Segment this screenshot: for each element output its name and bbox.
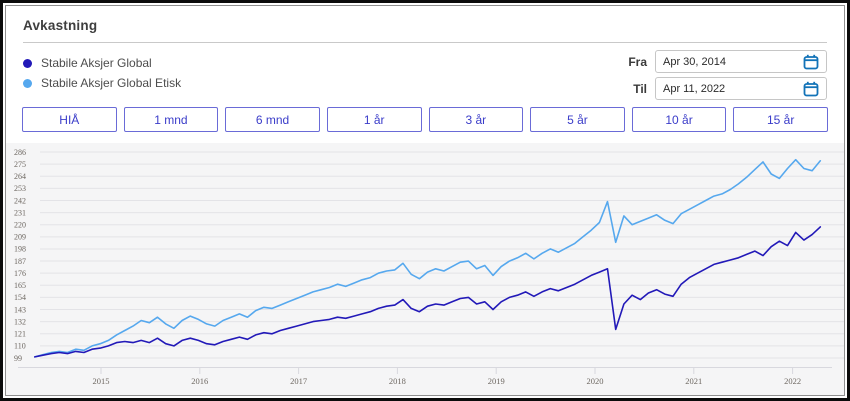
x-axis-label: 2019: [488, 376, 505, 386]
y-axis-label: 176: [14, 269, 26, 278]
from-date-row: Fra Apr 30, 2014: [628, 50, 827, 73]
y-axis-label: 231: [14, 208, 26, 217]
y-axis-label: 264: [14, 172, 26, 181]
from-date-value: Apr 30, 2014: [663, 55, 726, 68]
legend-dot-icon: [23, 78, 32, 88]
x-axis-label: 2017: [290, 376, 307, 386]
legend-label: Stabile Aksjer Global Etisk: [41, 76, 182, 90]
y-axis-label: 143: [14, 305, 26, 314]
y-axis-label: 242: [14, 196, 26, 205]
card-header: Avkastning: [23, 6, 827, 43]
range-button-1-r[interactable]: 1 år: [326, 107, 422, 132]
y-axis-label: 99: [14, 354, 22, 363]
to-date-label: Til: [633, 81, 647, 96]
x-axis-label: 2015: [93, 376, 110, 386]
date-range-controls: Fra Apr 30, 2014: [628, 50, 827, 104]
controls-row: Stabile Aksjer Global Stabile Aksjer Glob…: [6, 43, 844, 104]
range-button-1-mnd[interactable]: 1 mnd: [123, 107, 219, 132]
legend-label: Stabile Aksjer Global: [41, 56, 152, 70]
y-axis-label: 253: [14, 184, 26, 193]
x-axis-label: 2018: [389, 376, 406, 386]
range-buttons: HIÅ 1 mnd 6 mnd 1 år 3 år 5 år 10 år 15 år: [6, 104, 844, 132]
y-axis-label: 154: [14, 293, 26, 302]
returns-chart-svg: 99 110 121 132 143 154 165 176 187 198 209 220 231 24…: [14, 148, 844, 386]
range-button-5-r[interactable]: 5 år: [530, 107, 625, 132]
legend-item-1[interactable]: Stabile Aksjer Global Etisk: [23, 73, 181, 93]
to-date-row: Til Apr 11, 2022: [633, 77, 827, 100]
x-axis-label: 2020: [587, 376, 604, 386]
returns-card: Avkastning Stabile Aksjer Global Stabile …: [5, 5, 845, 396]
range-button-3-r[interactable]: 3 år: [428, 107, 524, 132]
range-button-6-mnd[interactable]: 6 mnd: [225, 107, 320, 132]
x-axis-label: 2022: [784, 376, 801, 386]
y-axis-label: 187: [14, 257, 26, 266]
y-axis-label: 165: [14, 281, 26, 290]
chart-legend: Stabile Aksjer Global Stabile Aksjer Glob…: [23, 50, 181, 93]
calendar-icon[interactable]: [803, 54, 819, 70]
y-axis-label: 209: [14, 233, 26, 242]
to-date-value: Apr 11, 2022: [663, 82, 726, 95]
y-axis-label: 275: [14, 160, 26, 169]
range-button-15-r[interactable]: 15 år: [733, 107, 828, 132]
range-button-10-r[interactable]: 10 år: [631, 107, 727, 132]
page-title: Avkastning: [23, 18, 98, 33]
y-axis-label: 286: [14, 148, 26, 157]
series-line-stabile-aksjer-global-etisk: [33, 158, 822, 358]
range-button-hi[interactable]: HIÅ: [22, 107, 117, 132]
series-line-stabile-aksjer-global: [33, 226, 822, 358]
y-axis-label: 198: [14, 245, 26, 254]
y-axis-label: 121: [14, 330, 26, 339]
returns-chart: 99 110 121 132 143 154 165 176 187 198 209 220 231 24…: [6, 143, 844, 395]
from-date-label: Fra: [628, 54, 647, 69]
x-axis-label: 2021: [685, 376, 702, 386]
from-date-input[interactable]: Apr 30, 2014: [655, 50, 827, 73]
to-date-input[interactable]: Apr 11, 2022: [655, 77, 827, 100]
y-axis-label: 110: [14, 342, 26, 351]
legend-item-0[interactable]: Stabile Aksjer Global: [23, 53, 181, 73]
x-axis-label: 2016: [191, 376, 208, 386]
y-axis-label: 132: [14, 317, 26, 326]
calendar-icon[interactable]: [803, 81, 819, 97]
y-axis-label: 220: [14, 221, 26, 230]
legend-dot-icon: [23, 58, 32, 68]
